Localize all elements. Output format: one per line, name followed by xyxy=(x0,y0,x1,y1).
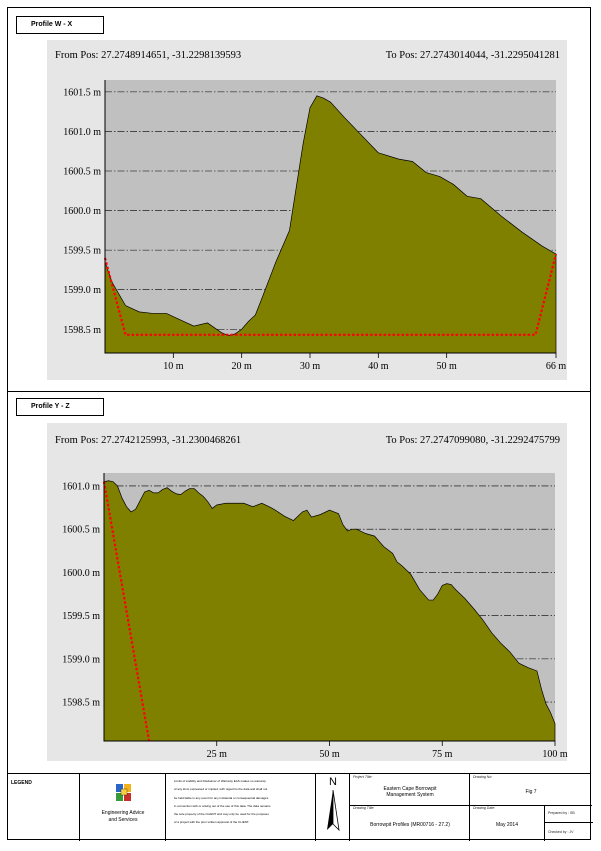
profile-2-title: Profile Y - Z xyxy=(16,398,104,416)
drawing-no-value: Fig 7 xyxy=(525,789,537,795)
y-tick-label: 1600.5 m xyxy=(63,167,101,178)
drawing-date-value: May 2014 xyxy=(496,822,518,828)
page-border xyxy=(7,7,591,840)
y-tick-label: 1600.0 m xyxy=(62,568,100,579)
disclaimer-line: of a project with the prior written appr… xyxy=(174,820,250,825)
profile-1-title: Profile W - X xyxy=(16,16,104,34)
chart-1-to-label: To Pos: 27.2743014044, -31.2295041281 xyxy=(386,50,560,61)
disclaimer-line: the sole property of the CLIENT and may … xyxy=(174,812,269,817)
chart-2-from-label: From Pos: 27.2742125993, -31.2300468261 xyxy=(55,435,241,446)
x-tick-label: 30 m xyxy=(300,361,321,372)
y-tick-label: 1598.5 m xyxy=(63,325,101,336)
y-tick-label: 1598.5 m xyxy=(62,698,100,709)
y-tick-label: 1601.0 m xyxy=(63,127,101,138)
x-tick-label: 50 m xyxy=(319,749,340,760)
chart-2-design-line xyxy=(102,481,151,742)
profile-1-chart: 1598.5 m 1599.0 m 1599.5 m 1600.0 m 1600.5 m… xyxy=(47,40,567,380)
disclaimer-cell: Limits of Liability and Disclaimer of Wa… xyxy=(165,774,315,841)
disclaimer-line: Limits of Liability and Disclaimer of Wa… xyxy=(174,779,266,783)
x-tick-label: 75 m xyxy=(432,749,453,760)
company-cell: Engineering Advice and Services xyxy=(79,774,165,841)
legend-label: LEGEND xyxy=(11,780,32,786)
profile-2-chart: 1598.5 m 1599.0 m 1599.5 m 1600.0 m 1600.5 m… xyxy=(47,423,568,761)
y-tick-label: 1600.0 m xyxy=(63,206,101,217)
north-arrow-icon xyxy=(327,790,340,832)
prepared-by: Prepared by : SB xyxy=(548,811,575,815)
axis-lines xyxy=(104,80,556,354)
chart-2-axes: 1598.5 m 1599.0 m 1599.5 m 1600.0 m 1600.5 m… xyxy=(62,473,568,760)
x-tick-label: 66 m xyxy=(546,361,567,372)
chart-1-terrain-area xyxy=(104,95,557,354)
title-block: LEGEND Engineering Advice and Services L… xyxy=(7,773,593,841)
company-name-line1: Engineering Advice xyxy=(101,810,145,816)
north-label: N xyxy=(329,776,337,788)
x-tick-label: 100 m xyxy=(542,749,568,760)
x-tick-label: 40 m xyxy=(368,361,389,372)
project-cell: Project Title: Eastern Cape Borrowpit Ma… xyxy=(349,774,470,841)
disclaimer-line: be held liable in any event for any inci… xyxy=(174,795,269,800)
y-tick-label: 1600.5 m xyxy=(62,525,100,536)
drawing-date-label: Drawing Date: xyxy=(473,806,496,810)
signoff-divider xyxy=(545,822,593,823)
chart-2-terrain-area xyxy=(103,480,556,742)
x-tick-label: 10 m xyxy=(163,361,184,372)
chart-1-from-label: From Pos: 27.2748914651, -31.2298139593 xyxy=(55,50,241,61)
y-tick-label: 1599.5 m xyxy=(62,611,100,622)
drawing-info-cell: Drawing No: Fig 7 Drawing Date: May 2014… xyxy=(469,774,593,841)
x-tick-label: 20 m xyxy=(232,361,253,372)
project-title-line1: Eastern Cape Borrowpit xyxy=(383,786,437,792)
drawing-title-value: Borrowpit Profiles (MR00716 - 27.2) xyxy=(370,822,450,828)
north-arrow-cell: N xyxy=(315,774,349,841)
axis-lines xyxy=(103,473,555,742)
y-tick-label: 1599.5 m xyxy=(63,246,101,257)
signoff-cell: Prepared by : SB Checked by : JV xyxy=(544,805,593,841)
disclaimer-line: of any kind, expressed or implied, with … xyxy=(174,787,268,792)
project-cell-divider xyxy=(350,805,470,806)
project-title-line2: Management System xyxy=(386,792,434,798)
x-tick-label: 50 m xyxy=(437,361,458,372)
company-name-line2: and Services xyxy=(108,817,138,823)
y-tick-label: 1599.0 m xyxy=(63,285,101,296)
chart-1-design-line xyxy=(103,253,558,336)
x-tick-label: 25 m xyxy=(207,749,228,760)
disclaimer-line: in connection with or arising out of the… xyxy=(174,803,271,808)
drawing-no-label: Drawing No: xyxy=(473,775,493,779)
checked-by: Checked by : JV xyxy=(548,830,574,834)
y-tick-label: 1601.0 m xyxy=(62,481,100,492)
chart-1-axes: 1598.5 m 1599.0 m 1599.5 m 1600.0 m 1600.5 m… xyxy=(63,80,566,372)
section-divider xyxy=(7,391,591,392)
drawing-title-label: Drawing Title: xyxy=(353,806,375,810)
y-tick-label: 1599.0 m xyxy=(62,654,100,665)
project-title-label: Project Title: xyxy=(353,775,373,779)
company-logo-icon xyxy=(116,784,131,801)
drawing-info-divider xyxy=(470,805,592,806)
y-tick-label: 1601.5 m xyxy=(63,87,101,98)
chart-2-to-label: To Pos: 27.2747099080, -31.2292475799 xyxy=(386,435,560,446)
